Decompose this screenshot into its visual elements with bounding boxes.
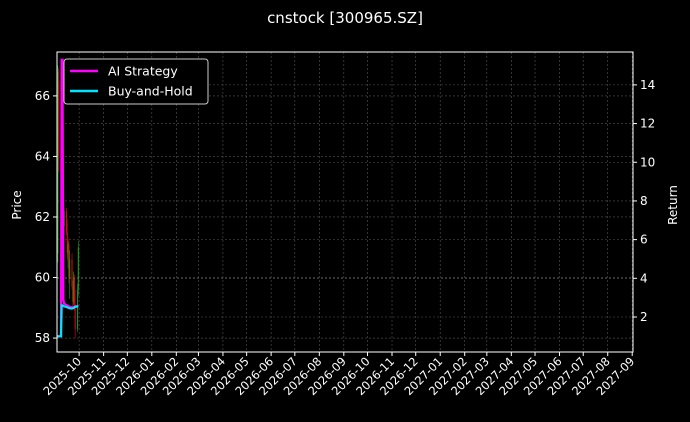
left-tick-label: 64 [35,149,50,163]
right-tick-label: 12 [640,117,655,131]
candle-body [69,259,71,278]
candle-body [67,244,69,254]
candle-body [57,71,59,254]
left-tick-label: 58 [35,331,50,345]
right-tick-label: 6 [640,233,648,247]
candles [56,65,79,339]
candle-body [65,210,68,233]
right-tick-label: 14 [640,78,655,92]
legend: AI Strategy Buy-and-Hold [63,58,209,105]
legend-label: AI Strategy [108,64,178,79]
candle-body [74,304,76,329]
candle-body [71,259,73,287]
left-tick-label: 62 [35,210,50,224]
left-tick-label: 66 [35,89,50,103]
right-tick-label: 2 [640,310,648,324]
candle-body [73,277,75,305]
legend-label: Buy-and-Hold [108,84,193,99]
plot-frame [56,51,634,353]
candle-body [68,244,70,278]
legend-box [63,58,209,105]
left-axis-label: Price [10,190,24,219]
candle-body [72,277,75,302]
candle-body [57,80,60,157]
left-tick-label: 60 [35,271,50,285]
right-axis-label: Return [666,185,680,225]
right-tick-label: 10 [640,155,655,169]
candle-body [66,232,68,254]
candle-body [77,247,79,290]
chart-title: cnstock [300965.SZ] [267,9,423,27]
right-tick-label: 8 [640,194,648,208]
candle-body [72,286,74,302]
right-tick-label: 4 [640,271,648,285]
series-lines [57,58,79,338]
candle-body [76,289,79,329]
buy-and-hold-line [57,304,79,338]
